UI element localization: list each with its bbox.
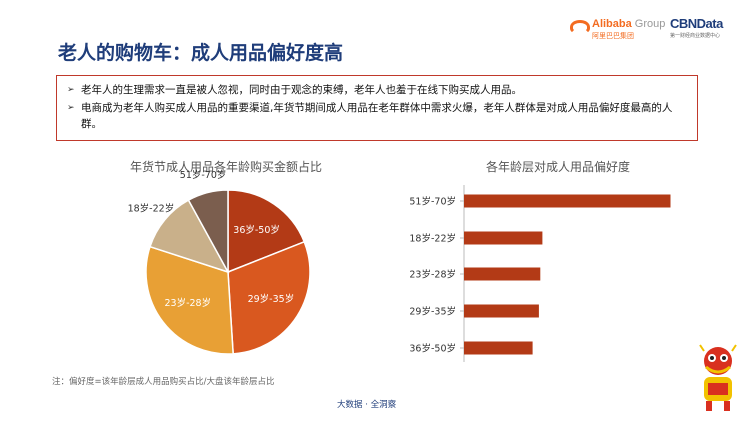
summary-bullet: ➢ 老年人的生理需求一直是被人忽视，同时由于观念的束缚，老年人也羞于在线下购买成… xyxy=(67,82,687,98)
pie-slice xyxy=(187,189,229,273)
alibaba-logo-group: Group xyxy=(631,18,666,30)
alibaba-smile-icon xyxy=(570,20,590,34)
bullet-arrow-icon: ➢ xyxy=(67,85,75,95)
pie-slice xyxy=(145,245,234,355)
alibaba-logo-sub: 阿里巴巴集团 xyxy=(592,32,634,40)
cbndata-logo-word: CBNData xyxy=(670,16,723,31)
pie-slice-label: 29岁-35岁 xyxy=(248,293,295,305)
bar-category-label: 36岁-50岁 xyxy=(409,343,456,355)
bar-category-label: 23岁-28岁 xyxy=(409,269,456,281)
cbndata-logo: CBNData 第一财经商业数据中心 xyxy=(670,16,740,42)
pie-slice xyxy=(227,189,306,274)
pie-slice-label: 23岁-28岁 xyxy=(164,297,211,309)
lion-dance-mascot-icon xyxy=(699,344,737,411)
footer-slogan: 大数据 · 全洞察 xyxy=(337,400,397,410)
summary-bullet-text: 老年人的生理需求一直是被人忽视，同时由于观念的束缚，老年人也羞于在线下购买成人用… xyxy=(81,84,522,96)
bar-category-label: 29岁-35岁 xyxy=(409,306,456,318)
alibaba-group-logo: Alibaba Group 阿里巴巴集团 xyxy=(570,16,666,42)
cbndata-logo-sub: 第一财经商业数据中心 xyxy=(670,33,721,39)
page-title: 老人的购物车：成人用品偏好度高 xyxy=(58,42,344,64)
pie-slice xyxy=(227,240,311,355)
summary-bullet: ➢ 电商成为老年人购买成人用品的重要渠道,年货节期间成人用品在老年群体中需求火爆… xyxy=(67,100,687,132)
pie-slice xyxy=(149,199,230,274)
alibaba-logo-word: Alibaba xyxy=(592,18,632,30)
footnote: 注：偏好度=该年龄层成人用品购买占比/大盘该年龄层占比 xyxy=(52,377,275,387)
bullet-arrow-icon: ➢ xyxy=(67,103,75,113)
bar xyxy=(464,194,671,208)
pie-slice-label: 36岁-50岁 xyxy=(233,224,280,236)
bar xyxy=(464,231,543,245)
pie-slice-label: 51岁-70岁 xyxy=(180,169,227,181)
bar-category-label: 18岁-22岁 xyxy=(409,233,456,245)
bar xyxy=(464,267,541,281)
summary-box: ➢ 老年人的生理需求一直是被人忽视，同时由于观念的束缚，老年人也羞于在线下购买成… xyxy=(56,75,698,141)
bar-category-label: 51岁-70岁 xyxy=(409,196,456,208)
pie-chart-title: 年货节成人用品各年龄购买金额占比 xyxy=(130,160,323,174)
bar xyxy=(464,341,533,355)
pie-slice-label: 18岁-22岁 xyxy=(128,202,175,214)
summary-bullet-text: 电商成为老年人购买成人用品的重要渠道,年货节期间成人用品在老年群体中需求火爆，老… xyxy=(81,102,673,130)
bar-chart-title: 各年龄层对成人用品偏好度 xyxy=(486,160,631,174)
bar xyxy=(464,304,539,318)
